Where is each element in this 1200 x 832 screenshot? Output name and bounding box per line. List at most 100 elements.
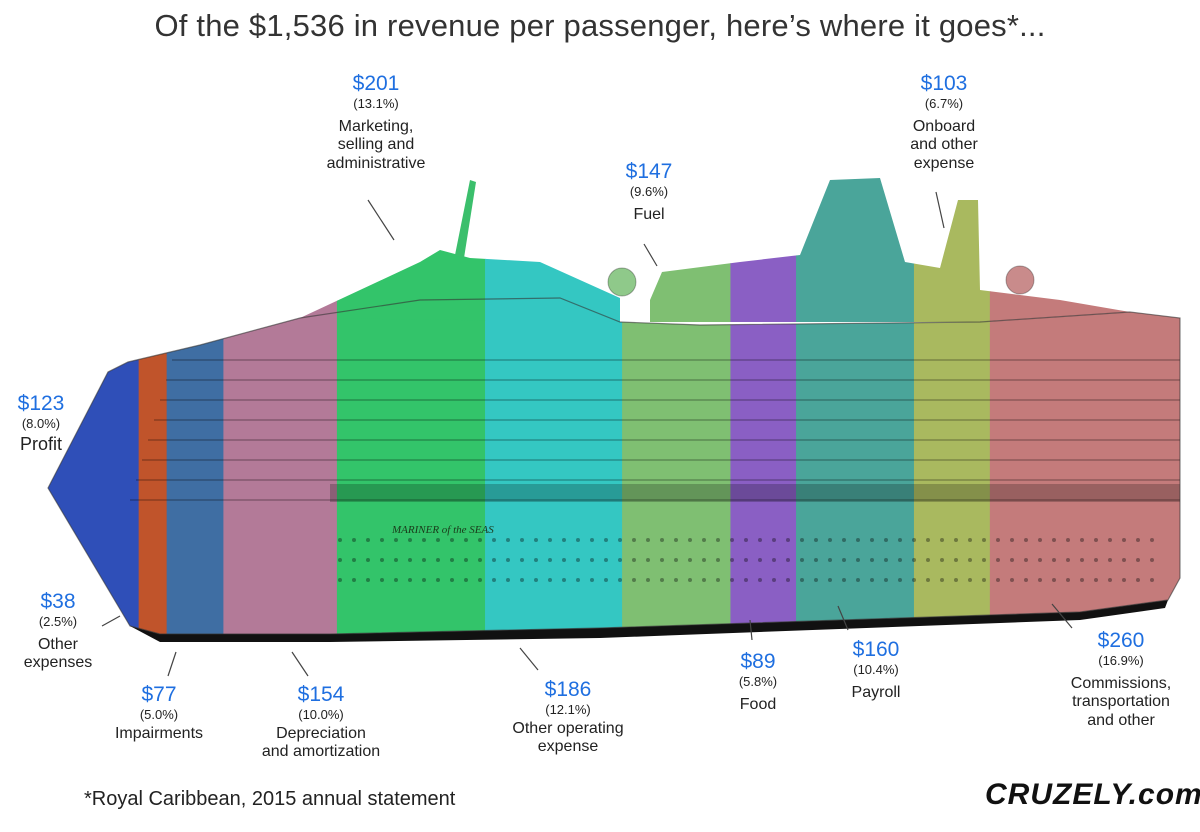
- porthole: [576, 558, 580, 562]
- amount: $154: [297, 683, 345, 706]
- porthole: [716, 538, 720, 542]
- porthole: [688, 578, 692, 582]
- porthole: [968, 558, 972, 562]
- porthole: [968, 538, 972, 542]
- porthole: [1108, 578, 1112, 582]
- porthole: [1080, 578, 1084, 582]
- porthole: [1094, 538, 1098, 542]
- porthole: [562, 538, 566, 542]
- porthole: [492, 558, 496, 562]
- porthole: [1122, 558, 1126, 562]
- porthole: [674, 558, 678, 562]
- amount: $160: [852, 638, 900, 661]
- porthole: [842, 538, 846, 542]
- porthole: [786, 538, 790, 542]
- porthole: [380, 578, 384, 582]
- porthole: [380, 538, 384, 542]
- segment-label-marketing: $201 (13.1%) Marketing, selling and admini…: [306, 72, 446, 173]
- porthole: [828, 558, 832, 562]
- porthole: [646, 558, 650, 562]
- porthole: [492, 538, 496, 542]
- porthole: [856, 578, 860, 582]
- porthole: [912, 538, 916, 542]
- segment-bar-3: [223, 298, 338, 634]
- porthole: [394, 558, 398, 562]
- porthole: [912, 578, 916, 582]
- segment-label-payroll: $160 (10.4%) Payroll: [828, 638, 924, 702]
- amount: $38: [40, 590, 76, 613]
- porthole: [968, 578, 972, 582]
- leader-line: [643, 243, 658, 267]
- category: Food: [739, 696, 777, 714]
- porthole: [674, 578, 678, 582]
- porthole: [870, 538, 874, 542]
- amount: $201: [352, 72, 400, 95]
- category: Impairments: [114, 725, 204, 743]
- porthole: [786, 578, 790, 582]
- leader-line: [167, 651, 177, 677]
- segment-bar-6: [622, 298, 731, 634]
- porthole: [1052, 578, 1056, 582]
- percent: (5.0%): [139, 707, 179, 723]
- porthole: [506, 578, 510, 582]
- porthole: [1024, 578, 1028, 582]
- porthole: [660, 558, 664, 562]
- percent: (12.1%): [545, 702, 591, 718]
- porthole: [618, 538, 622, 542]
- segment-label-other-operating: $186 (12.1%) Other operating expense: [498, 678, 638, 757]
- porthole: [576, 538, 580, 542]
- porthole: [408, 578, 412, 582]
- porthole: [562, 558, 566, 562]
- category: Fuel: [633, 206, 665, 224]
- porthole: [758, 578, 762, 582]
- porthole: [436, 538, 440, 542]
- porthole: [1038, 538, 1042, 542]
- porthole: [1066, 538, 1070, 542]
- porthole: [366, 578, 370, 582]
- porthole: [478, 578, 482, 582]
- porthole: [800, 538, 804, 542]
- porthole: [1136, 538, 1140, 542]
- porthole: [660, 538, 664, 542]
- porthole: [506, 538, 510, 542]
- porthole: [1066, 558, 1070, 562]
- porthole: [800, 578, 804, 582]
- porthole: [1080, 558, 1084, 562]
- porthole: [1094, 558, 1098, 562]
- category: Other operating expense: [512, 720, 624, 756]
- porthole: [940, 558, 944, 562]
- porthole: [562, 578, 566, 582]
- percent: (5.8%): [738, 674, 778, 690]
- porthole: [982, 538, 986, 542]
- porthole: [940, 578, 944, 582]
- porthole: [912, 558, 916, 562]
- percent: (16.9%): [1098, 653, 1144, 669]
- porthole: [954, 538, 958, 542]
- porthole: [702, 538, 706, 542]
- lifeboat-band: [330, 484, 1180, 502]
- porthole: [954, 558, 958, 562]
- porthole: [744, 538, 748, 542]
- category: Marketing, selling and administrative: [326, 118, 426, 172]
- porthole: [772, 558, 776, 562]
- chart-title: Of the $1,536 in revenue per passenger, …: [154, 8, 1046, 43]
- porthole: [870, 578, 874, 582]
- porthole: [422, 558, 426, 562]
- porthole: [1066, 578, 1070, 582]
- porthole: [604, 558, 608, 562]
- porthole: [450, 558, 454, 562]
- porthole: [716, 578, 720, 582]
- segment-bar-8: [796, 298, 915, 634]
- porthole: [352, 558, 356, 562]
- porthole: [688, 558, 692, 562]
- segment-bar-5: [485, 298, 623, 634]
- porthole: [772, 538, 776, 542]
- porthole: [338, 558, 342, 562]
- porthole: [422, 578, 426, 582]
- category: Commissions, transportation and other: [1070, 675, 1172, 729]
- porthole: [548, 578, 552, 582]
- porthole: [576, 578, 580, 582]
- footnote: *Royal Caribbean, 2015 annual statement: [84, 788, 456, 810]
- porthole: [926, 558, 930, 562]
